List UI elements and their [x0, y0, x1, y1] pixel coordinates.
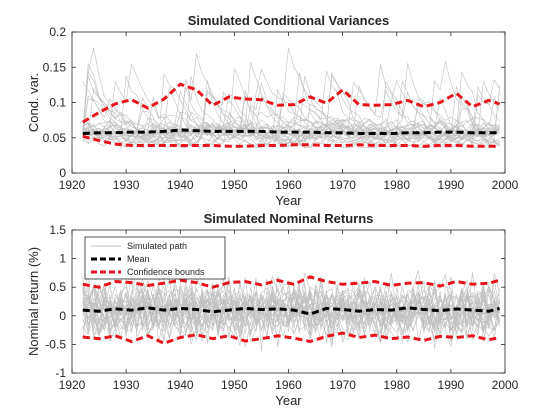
- x-tick-label: 1970: [329, 378, 356, 392]
- simulated-path: [82, 272, 500, 348]
- legend-label: Simulated path: [127, 241, 187, 251]
- x-tick-label: 1950: [221, 378, 248, 392]
- y-tick-label: 1.5: [49, 223, 66, 237]
- y-tick-label: -1: [55, 366, 66, 380]
- chart-title: Simulated Nominal Returns: [204, 211, 374, 226]
- legend-label: Confidence bounds: [127, 267, 205, 277]
- chart-conditional-variances: 1920 1930 1940 1950 1960 1970 1980 1990 2000 0 0.0…: [26, 13, 519, 208]
- y-axis-label: Cond. var.: [26, 73, 41, 132]
- simulated-path: [82, 86, 500, 148]
- x-tick-label: 1940: [167, 378, 194, 392]
- simulated-path: [82, 281, 500, 342]
- simulated-path: [82, 80, 500, 146]
- legend-box: [84, 236, 226, 280]
- x-tick-label: 1980: [383, 378, 410, 392]
- plot-area: [72, 32, 505, 173]
- y-tick-label: 0: [59, 309, 66, 323]
- x-tick-label: 1970: [329, 178, 356, 192]
- y-tick-label: 1: [59, 252, 66, 266]
- y-tick-label: 0.5: [49, 280, 66, 294]
- x-tick-label: 1960: [275, 378, 302, 392]
- mean-line: [82, 128, 500, 135]
- chart-nominal-returns: 1920 1930 1940 1950 1960 1970 1980 1990 2000 -1 -0…: [26, 211, 519, 408]
- y-tick-label: 0.05: [43, 131, 67, 145]
- x-tick-label: 1980: [383, 178, 410, 192]
- simulated-path: [82, 75, 500, 148]
- x-tick-label: 1990: [438, 378, 465, 392]
- x-tick-label: 2000: [492, 178, 519, 192]
- x-tick-label: 1920: [59, 378, 86, 392]
- x-tick-label: 1990: [438, 178, 465, 192]
- legend-label: Mean: [127, 254, 150, 264]
- simulated-path: [82, 277, 500, 338]
- x-axis-label: Year: [275, 393, 302, 408]
- y-axis-label: Nominal return (%): [26, 247, 41, 356]
- mean-line: [82, 306, 500, 316]
- y-tick-label: 0.1: [49, 96, 66, 110]
- x-tick-label: 1940: [167, 178, 194, 192]
- x-tick-label: 1920: [59, 178, 86, 192]
- simulated-path: [82, 275, 500, 348]
- x-axis-label: Year: [275, 193, 302, 208]
- chart-title: Simulated Conditional Variances: [188, 13, 390, 28]
- x-tick-label: 1930: [113, 178, 140, 192]
- x-tick-label: 2000: [492, 378, 519, 392]
- x-tick-label: 1960: [275, 178, 302, 192]
- legend: Simulated path Mean Confidence bounds: [84, 236, 226, 280]
- x-tick-label: 1950: [221, 178, 248, 192]
- simulated-path: [82, 82, 500, 148]
- y-tick-label: 0: [59, 166, 66, 180]
- y-tick-label: 0.15: [43, 60, 67, 74]
- y-tick-label: -0.5: [45, 337, 66, 351]
- upper-bound-line: [82, 275, 500, 289]
- simulated-path: [82, 90, 500, 148]
- x-tick-label: 1930: [113, 378, 140, 392]
- upper-bound-line: [82, 82, 501, 124]
- lower-bound-line: [82, 134, 500, 148]
- simulated-path: [82, 63, 500, 149]
- y-tick-label: 0.2: [49, 25, 66, 39]
